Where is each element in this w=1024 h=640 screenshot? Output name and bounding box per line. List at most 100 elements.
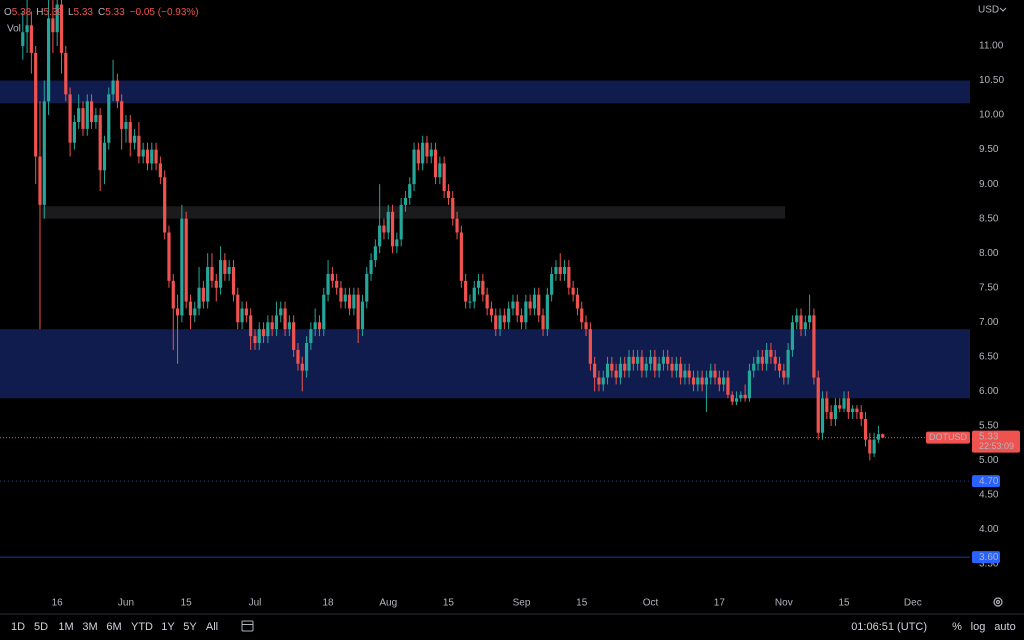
candle-body: [584, 322, 588, 330]
candle-body: [412, 149, 416, 185]
candle-body: [304, 343, 309, 371]
y-tick-label: 7.00: [979, 317, 999, 328]
range-button[interactable]: 1M: [58, 621, 73, 633]
candle-body: [72, 121, 76, 143]
zone: [0, 80, 970, 104]
candle-body: [704, 377, 709, 385]
candle-body: [700, 377, 704, 385]
x-tick-label: Jul: [249, 598, 262, 609]
candle-body: [808, 315, 812, 323]
candle-body: [214, 280, 218, 288]
candle-body: [511, 301, 515, 309]
zones: [0, 80, 970, 558]
candle-body: [812, 315, 816, 378]
candle-body: [373, 246, 377, 261]
candle-body: [674, 363, 678, 371]
candle-body: [369, 260, 373, 274]
candle-body: [429, 149, 433, 157]
candle-body: [223, 260, 227, 274]
candle-body: [59, 4, 64, 53]
range-button[interactable]: All: [206, 621, 218, 633]
candles: [21, 0, 885, 461]
candle-body: [670, 363, 674, 371]
candle-body: [829, 412, 833, 419]
range-button[interactable]: 5D: [34, 621, 48, 633]
candle-body: [696, 377, 700, 385]
candle-body: [145, 149, 150, 164]
candle-body: [859, 412, 863, 419]
candle-body: [433, 149, 438, 178]
candle-body: [339, 287, 343, 302]
candle-body: [722, 377, 726, 385]
candle-body: [296, 349, 300, 364]
change-value: −0.05 (−0.93%): [130, 7, 199, 18]
y-tick-label: 4.50: [979, 490, 999, 501]
candle-body: [515, 301, 519, 316]
candle-body: [283, 308, 287, 330]
candle-body: [330, 273, 334, 281]
candle-body: [476, 280, 481, 288]
candle-body: [838, 405, 842, 409]
candle-body: [154, 149, 158, 164]
time-label[interactable]: 01:06:51 (UTC): [851, 621, 927, 633]
y-tick-label: 9.50: [979, 144, 999, 155]
y-tick-label: 10.50: [979, 75, 1004, 86]
range-button[interactable]: 1D: [11, 621, 25, 633]
y-tick-label: 4.00: [979, 524, 999, 535]
ohlc-key: L: [68, 7, 74, 18]
candle-body: [494, 315, 498, 330]
x-tick-label: Sep: [513, 598, 531, 609]
x-tick-label: 15: [838, 598, 850, 609]
candle-body: [21, 32, 25, 47]
candle-body: [416, 149, 420, 164]
ohlc-value: 5.38: [12, 7, 32, 18]
candle-body: [713, 370, 717, 378]
candle-body: [317, 322, 322, 330]
currency-dropdown[interactable]: [999, 7, 1007, 12]
range-button[interactable]: 1Y: [161, 621, 175, 633]
candle-body: [382, 225, 386, 233]
candle-body: [532, 294, 537, 309]
level-tag: [972, 551, 1000, 564]
x-tick-label: 15: [443, 598, 455, 609]
range-button[interactable]: 6M: [106, 621, 121, 633]
candle-body: [81, 108, 85, 129]
candle-body: [773, 356, 777, 364]
y-tick-label: 5.50: [979, 421, 999, 432]
y-tick-label: 5.00: [979, 455, 999, 466]
x-tick-label: 16: [52, 598, 64, 609]
candle-body: [782, 370, 786, 378]
x-tick-label: Dec: [904, 598, 922, 609]
percent-button[interactable]: %: [952, 621, 962, 633]
range-button[interactable]: 3M: [82, 621, 97, 633]
x-tick-label: 18: [323, 598, 335, 609]
range-button[interactable]: 5Y: [183, 621, 197, 633]
candle-body: [34, 52, 38, 157]
candle-body: [335, 280, 339, 288]
settings-icon[interactable]: [993, 597, 1003, 607]
candle-body: [588, 329, 592, 364]
candle-body: [55, 4, 59, 33]
candle-body: [356, 294, 360, 330]
range-button[interactable]: YTD: [131, 621, 153, 633]
candle-body: [455, 218, 459, 233]
candle-body: [765, 349, 769, 364]
candle-body: [352, 294, 356, 309]
candle-body: [150, 149, 154, 164]
calendar-icon[interactable]: [241, 620, 254, 632]
candle-body: [85, 101, 89, 129]
candle-body: [201, 287, 205, 302]
candle-body: [795, 315, 799, 323]
ohlc-value: 5.33: [105, 7, 125, 18]
candle-body: [197, 287, 201, 309]
candle-body: [236, 294, 240, 323]
log-button[interactable]: log: [971, 621, 986, 633]
candle-body: [833, 405, 838, 419]
y-tick-label: 6.00: [979, 386, 999, 397]
candle-body: [580, 308, 584, 323]
auto-button[interactable]: auto: [994, 621, 1015, 633]
candle-body: [292, 322, 296, 350]
candle-body: [709, 370, 713, 378]
candle-body: [326, 273, 330, 295]
currency-label[interactable]: USD: [978, 5, 999, 16]
